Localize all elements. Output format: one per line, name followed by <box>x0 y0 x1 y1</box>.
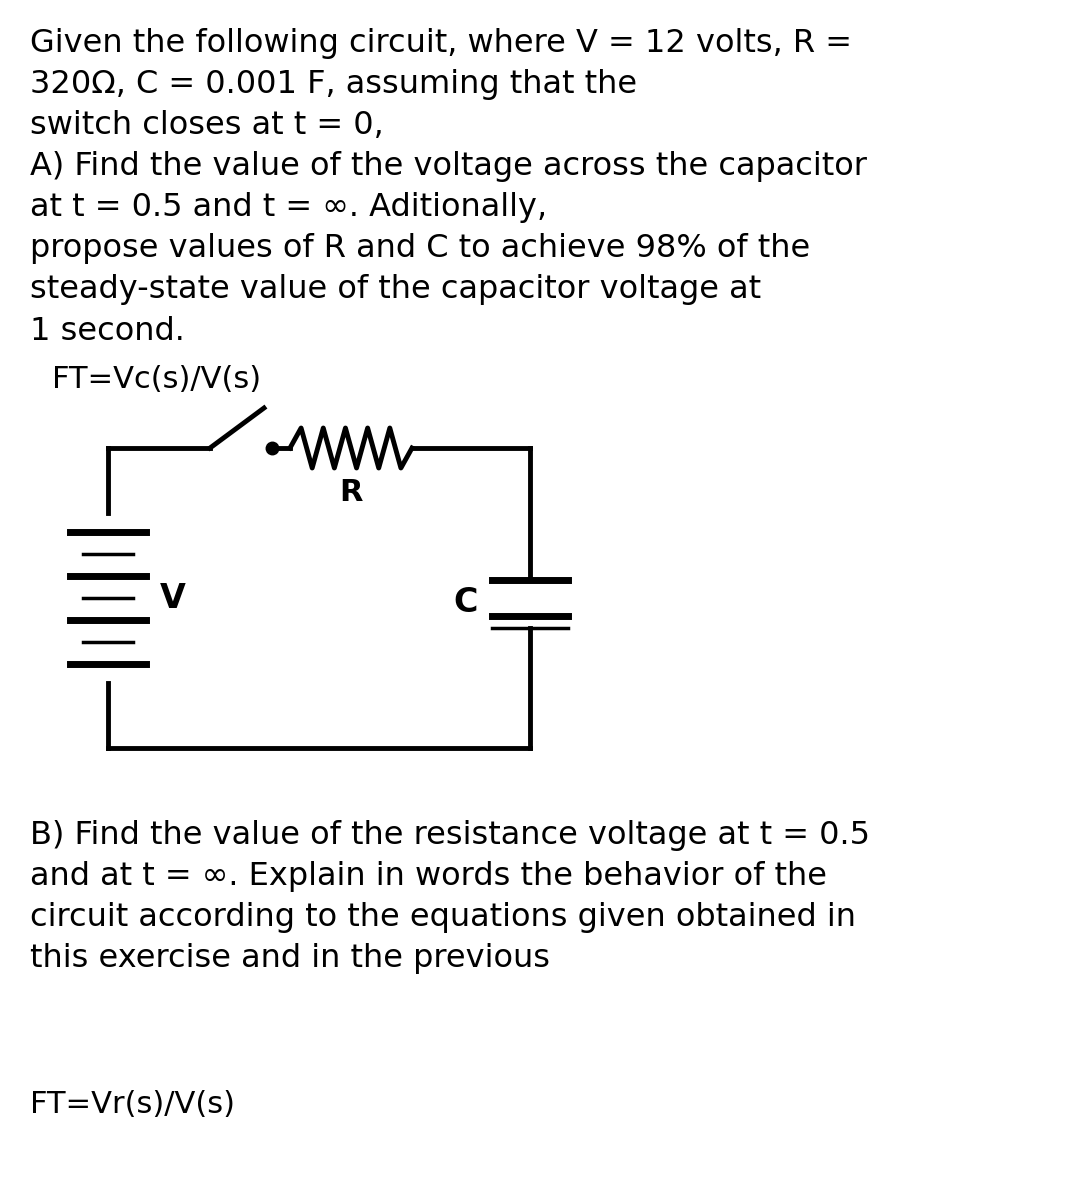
Text: FT=Vr(s)/V(s): FT=Vr(s)/V(s) <box>30 1090 235 1120</box>
Text: R: R <box>339 478 363 506</box>
Text: Given the following circuit, where V = 12 volts, R =
320Ω, C = 0.001 F, assuming: Given the following circuit, where V = 1… <box>30 28 867 346</box>
Text: C: C <box>454 587 478 619</box>
Text: B) Find the value of the resistance voltage at t = 0.5
and at t = ∞. Explain in : B) Find the value of the resistance volt… <box>30 820 870 974</box>
Text: FT=Vc(s)/V(s): FT=Vc(s)/V(s) <box>52 365 261 394</box>
Text: V: V <box>160 581 186 614</box>
